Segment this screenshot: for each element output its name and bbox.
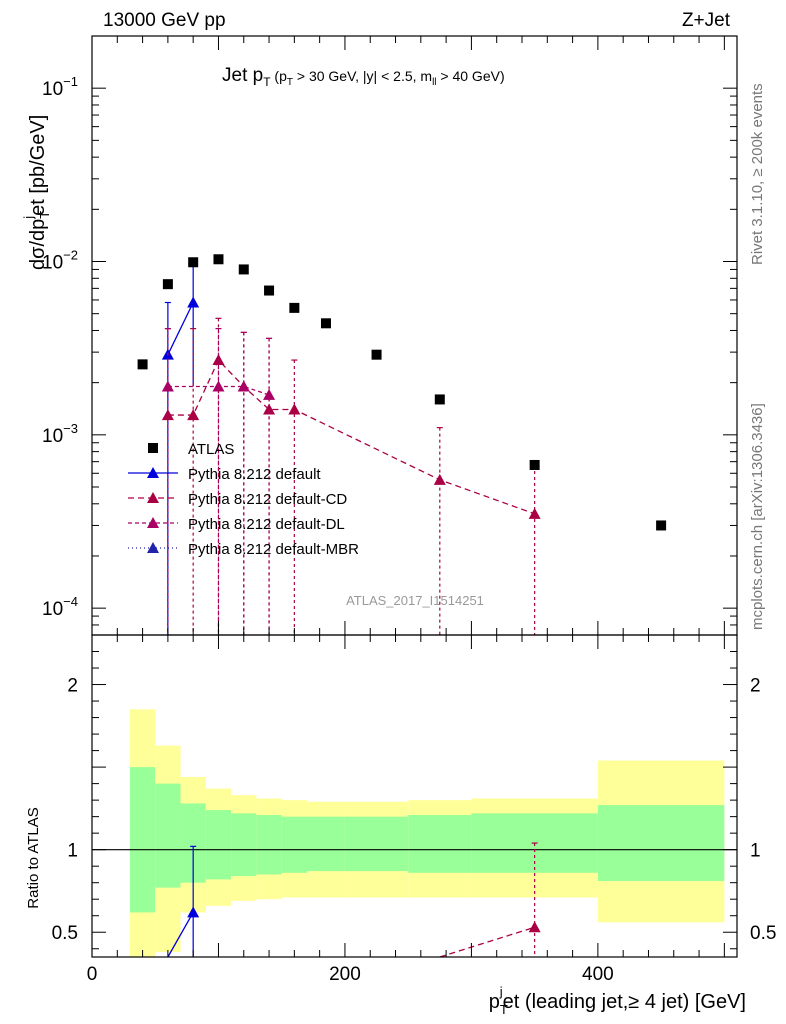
- marker-dl: [161, 380, 174, 392]
- ratio-y-tick-label: 1: [67, 841, 78, 862]
- ratio-line-default: [167, 912, 194, 958]
- title-main: Jet p: [222, 65, 263, 86]
- series-line-dl: [167, 385, 270, 396]
- title-cond-2: > 30 GeV, |y| < 2.5, m: [293, 68, 432, 84]
- main-y-axis-label: dσ/dpTjet [pb/GeV]: [21, 115, 52, 270]
- legend-label-cd: Pythia 8.212 default-CD: [188, 491, 347, 508]
- legend-label-dl: Pythia 8.212 default-DL: [188, 516, 345, 533]
- ratio-band-inner: [231, 813, 257, 877]
- title-cond-2-sub: ll: [432, 77, 436, 88]
- x-tick-label: 0: [87, 964, 98, 985]
- legend-marker-default: [147, 467, 159, 478]
- process-label: Z+Jet: [682, 10, 731, 31]
- ratio-band-inner: [307, 816, 345, 872]
- y-tick-label: 10−4: [42, 594, 78, 620]
- ratio-band-inner: [129, 767, 156, 913]
- ratio-y-tick-label: 2: [67, 676, 78, 697]
- x-tick-label: 400: [582, 964, 614, 985]
- legend-marker-mbr: [147, 542, 159, 553]
- atlas-data-point: [188, 257, 199, 268]
- legend-marker-dl: [147, 517, 159, 528]
- plot-title: Jet pT (pT > 30 GeV, |y| < 2.5, mll > 40…: [222, 65, 505, 89]
- x-tick-label: 200: [329, 964, 361, 985]
- marker-cd: [187, 409, 200, 421]
- marker-cd: [288, 403, 301, 415]
- marker-cd: [263, 403, 276, 415]
- ratio-marker-default: [187, 906, 200, 918]
- atlas-data-point: [264, 285, 275, 296]
- atlas-data-point: [137, 359, 148, 370]
- marker-cd: [528, 507, 541, 519]
- ratio-y-tick-label-right: 1: [750, 841, 761, 862]
- x-axis-label: pTjet (leading jet,≥ 4 jet) [GeV]: [489, 984, 746, 1017]
- ratio-y-tick-label-right: 2: [750, 676, 761, 697]
- marker-cd: [433, 473, 446, 485]
- ratio-marker-cd: [528, 921, 541, 933]
- atlas-data-point: [434, 394, 445, 405]
- legend-label-mbr: Pythia 8.212 default-MBR: [188, 541, 359, 558]
- ratio-band-inner: [281, 816, 307, 873]
- energy-label: 13000 GeV pp: [103, 10, 226, 31]
- ratio-band-inner: [408, 814, 472, 873]
- ratio-y-tick-label: 0.5: [52, 923, 78, 944]
- ratio-frame: [91, 634, 738, 958]
- title-cond-1-sub: T: [287, 77, 293, 88]
- title-main-sub: T: [263, 75, 271, 89]
- marker-dl: [237, 380, 250, 392]
- y-tick-label: 10−1: [42, 74, 78, 100]
- ratio-band-inner: [205, 810, 232, 880]
- atlas-data-point: [213, 254, 224, 265]
- atlas-data-point: [289, 302, 300, 313]
- mcplots-reference-label: mcplots.cern.ch [arXiv:1306.3436]: [749, 403, 766, 630]
- legend-label-default: Pythia 8.212 default: [188, 466, 321, 483]
- atlas-data-point: [371, 349, 382, 360]
- series-line-cd: [167, 358, 535, 515]
- atlas-data-point: [529, 459, 540, 470]
- atlas-data-point: [162, 279, 173, 290]
- y-tick-label: 10−3: [42, 421, 78, 447]
- ratio-band-inner: [597, 805, 725, 882]
- main-panel: 10−1 10−2 10−3 10−4: [42, 35, 738, 636]
- rivet-version-label: Rivet 3.1.10, ≥ 200k events: [749, 83, 766, 265]
- atlas-data-point: [656, 520, 667, 531]
- ratio-line-cd: [439, 926, 535, 958]
- ratio-band-inner: [256, 814, 282, 875]
- marker-default: [187, 296, 200, 308]
- y-tick-label: 10−2: [42, 248, 78, 274]
- legend: ATLAS Pythia 8.212 default Pythia 8.212 de…: [128, 441, 359, 558]
- atlas-data-point: [238, 264, 249, 275]
- marker-dl: [212, 380, 225, 392]
- ratio-y-axis-label: Ratio to ATLAS: [25, 807, 42, 908]
- ratio-y-tick-label-right: 0.5: [750, 923, 776, 944]
- title-cond-1: (p: [271, 68, 288, 84]
- ratio-band-inner: [344, 816, 409, 872]
- title-cond-3: > 40 GeV): [437, 68, 505, 84]
- ratio-band-inner: [155, 783, 181, 888]
- legend-marker-atlas: [148, 443, 158, 453]
- legend-label-atlas: ATLAS: [188, 441, 234, 458]
- atlas-data-point: [320, 318, 331, 329]
- series-line-default: [167, 302, 194, 355]
- legend-marker-cd: [147, 492, 159, 503]
- analysis-watermark: ATLAS_2017_I1514251: [346, 593, 484, 608]
- marker-dl: [263, 388, 276, 400]
- ratio-panel: 0 200 400 0.5 0.5 1 1 2 2: [52, 634, 776, 985]
